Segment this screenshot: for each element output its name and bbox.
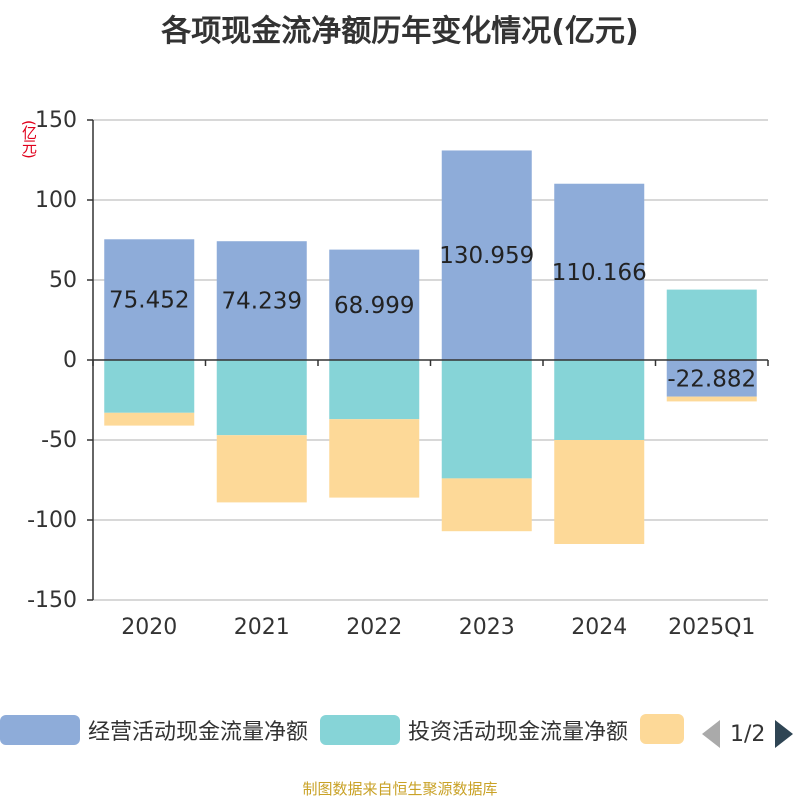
legend-swatch-operating	[0, 715, 80, 745]
y-tick-label: 0	[63, 348, 77, 373]
bar-series0-2023	[441, 150, 532, 360]
y-tick-label: -50	[41, 428, 77, 453]
x-tick-label-2021: 2021	[234, 615, 290, 640]
data-label-2023: 130.959	[439, 243, 534, 269]
bar-series2-2022	[329, 419, 420, 498]
prev-page-icon[interactable]	[702, 720, 720, 748]
legend: 经营活动现金流量净额 投资活动现金流量净额 1/2	[0, 714, 800, 754]
bar-series2-2025Q1	[666, 396, 757, 402]
data-label-2024: 110.166	[552, 260, 647, 286]
bar-series0-2024	[554, 183, 645, 360]
data-source-note: 制图数据来自恒生聚源数据库	[302, 780, 498, 798]
data-label-2021: 74.239	[222, 289, 302, 315]
legend-item-operating[interactable]: 经营活动现金流量净额	[0, 714, 308, 746]
x-tick-label-2025Q1: 2025Q1	[668, 615, 755, 640]
legend-item-investing[interactable]: 投资活动现金流量净额	[320, 714, 628, 746]
x-tick-label-2020: 2020	[121, 615, 177, 640]
y-axis-unit: (亿元)	[20, 120, 38, 158]
legend-label-operating: 经营活动现金流量净额	[88, 720, 309, 745]
bar-series1-2020	[104, 360, 195, 413]
y-tick-label: 150	[35, 108, 77, 133]
bar-series1-2021	[216, 360, 307, 436]
x-tick-label-2024: 2024	[571, 615, 627, 640]
legend-page-indicator: 1/2	[730, 721, 766, 747]
bar-series2-2020	[104, 412, 195, 426]
data-label-2025Q1: -22.882	[667, 366, 756, 392]
data-label-2020: 75.452	[109, 288, 189, 314]
bar-series1-2025Q1	[666, 289, 757, 360]
bar-series1-2024	[554, 360, 645, 440]
legend-item-financing[interactable]	[640, 714, 692, 744]
y-tick-label: -100	[27, 508, 77, 533]
bar-series0-2022	[329, 249, 420, 360]
bar-series1-2023	[441, 360, 532, 479]
legend-pager: 1/2	[702, 720, 794, 748]
x-tick-label-2022: 2022	[346, 615, 402, 640]
y-tick-label: -150	[27, 588, 77, 613]
bar-series2-2023	[441, 478, 532, 532]
x-tick-label-2023: 2023	[459, 615, 515, 640]
bar-series0-2025Q1	[666, 360, 757, 397]
legend-swatch-financing	[640, 714, 684, 744]
y-tick-label: 100	[35, 188, 77, 213]
bar-series2-2024	[554, 440, 645, 544]
bar-series0-2021	[216, 241, 307, 360]
bar-series1-2022	[329, 360, 420, 420]
y-tick-label: 50	[49, 268, 77, 293]
legend-label-investing: 投资活动现金流量净额	[408, 720, 629, 745]
bar-series2-2021	[216, 435, 307, 503]
bar-chart: 150 100 50 0 -50 -100 -150 2020 2021 2022 2023 2024…	[27, 108, 769, 640]
chart-title: 各项现金流净额历年变化情况(亿元)	[161, 14, 639, 49]
bar-series0-2020	[104, 239, 195, 360]
next-page-icon[interactable]	[775, 720, 794, 748]
legend-swatch-investing	[320, 715, 400, 745]
data-label-2022: 68.999	[334, 293, 414, 319]
